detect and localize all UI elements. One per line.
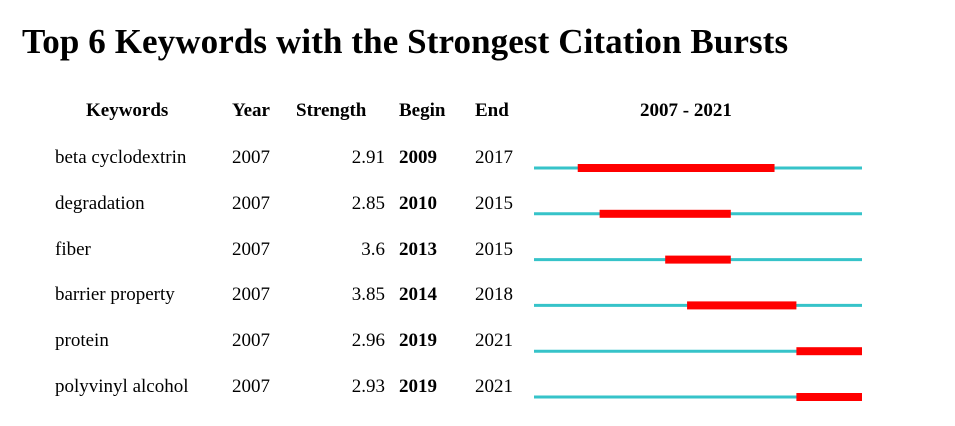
year-cell: 2007 bbox=[232, 192, 270, 214]
header-begin: Begin bbox=[399, 100, 446, 121]
begin-cell: 2019 bbox=[399, 330, 437, 352]
end-cell: 2021 bbox=[475, 330, 513, 352]
burst-bar bbox=[796, 393, 862, 401]
chart-title: Top 6 Keywords with the Strongest Citati… bbox=[22, 22, 789, 61]
end-cell: 2015 bbox=[475, 238, 513, 260]
strength-cell: 3.85 bbox=[351, 284, 385, 306]
begin-cell: 2014 bbox=[399, 284, 437, 306]
header-end: End bbox=[475, 100, 509, 121]
header-strength: Strength bbox=[296, 100, 367, 121]
end-cell: 2015 bbox=[475, 192, 513, 214]
strength-cell: 3.6 bbox=[361, 238, 385, 260]
keyword-cell: beta cyclodextrin bbox=[55, 147, 187, 168]
end-cell: 2017 bbox=[475, 147, 513, 168]
keyword-cell: polyvinyl alcohol bbox=[55, 376, 189, 397]
burst-bar bbox=[687, 301, 797, 310]
strength-cell: 2.91 bbox=[351, 147, 385, 168]
begin-cell: 2013 bbox=[399, 238, 437, 260]
burst-bar bbox=[577, 164, 775, 172]
begin-cell: 2010 bbox=[399, 192, 437, 214]
header-year: Year bbox=[232, 100, 270, 121]
keyword-cell: fiber bbox=[55, 238, 91, 260]
begin-cell: 2019 bbox=[399, 376, 437, 397]
year-cell: 2007 bbox=[232, 330, 270, 352]
keyword-cell: protein bbox=[55, 330, 109, 352]
end-cell: 2021 bbox=[475, 376, 513, 397]
burst-bar bbox=[599, 209, 731, 218]
strength-cell: 2.96 bbox=[351, 330, 385, 352]
burst-bar bbox=[665, 255, 731, 264]
strength-cell: 2.93 bbox=[351, 376, 385, 397]
keyword-cell: barrier property bbox=[55, 284, 175, 306]
year-cell: 2007 bbox=[232, 238, 270, 260]
year-cell: 2007 bbox=[232, 376, 270, 397]
strength-cell: 2.85 bbox=[351, 192, 385, 214]
year-cell: 2007 bbox=[232, 284, 270, 306]
end-cell: 2018 bbox=[475, 284, 513, 306]
header-range: 2007 - 2021 bbox=[640, 100, 732, 121]
keyword-cell: degradation bbox=[55, 192, 145, 214]
burst-bar bbox=[796, 347, 862, 356]
begin-cell: 2009 bbox=[399, 147, 437, 168]
header-keywords: Keywords bbox=[86, 100, 169, 121]
year-cell: 2007 bbox=[232, 147, 270, 168]
